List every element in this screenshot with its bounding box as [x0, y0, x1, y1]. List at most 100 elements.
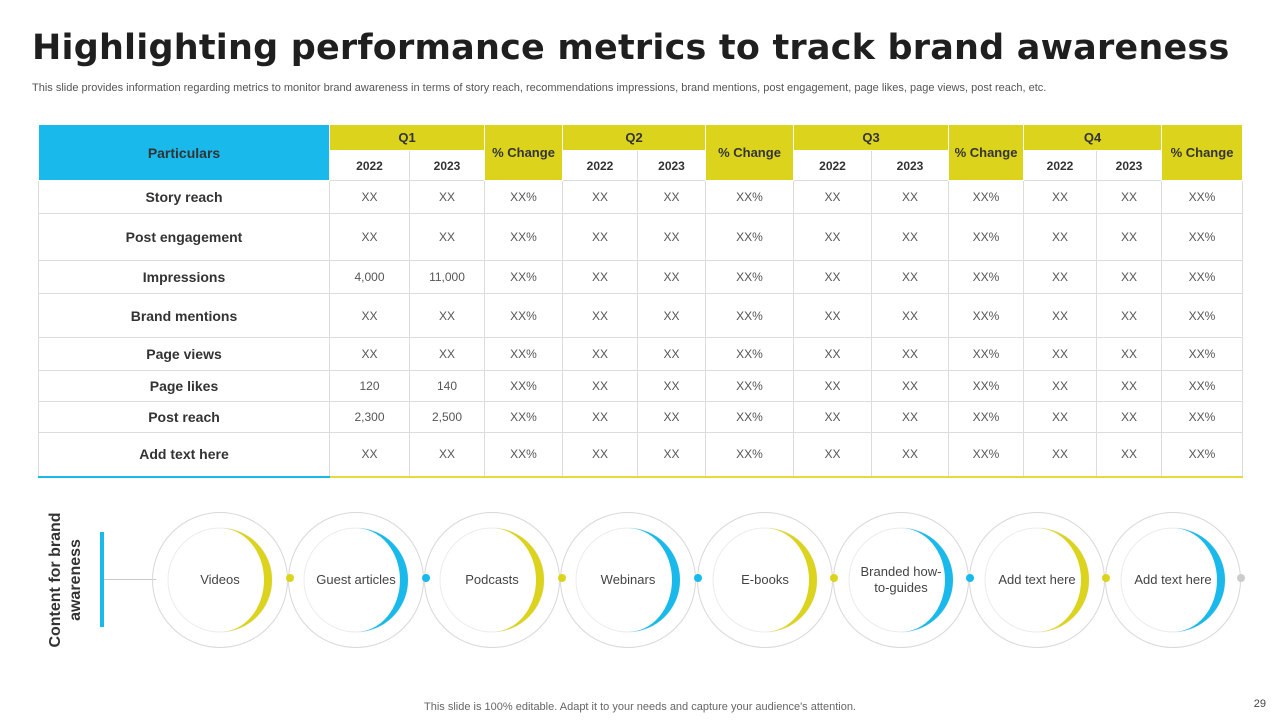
table-cell: XX%	[948, 337, 1024, 371]
content-item-label: Guest articles	[316, 572, 396, 587]
table-cell: XX%	[1161, 432, 1243, 478]
table-cell: XX	[793, 370, 872, 402]
connector-dot	[830, 574, 838, 582]
table-cell: XX	[637, 432, 706, 478]
table-cell: XX	[1096, 370, 1162, 402]
slide-subtitle: This slide provides information regardin…	[32, 82, 1047, 94]
table-cell: XX	[1023, 432, 1097, 478]
crescent-arc	[984, 527, 1090, 633]
table-cell: XX%	[705, 401, 794, 433]
particulars-header: Particulars	[38, 124, 330, 181]
table-cell: XX%	[948, 260, 1024, 294]
table-cell: XX%	[484, 370, 563, 402]
table-cell: XX	[871, 432, 949, 478]
table-cell: XX	[329, 213, 410, 261]
content-item: E-books	[697, 512, 833, 648]
crescent-arc	[1120, 527, 1226, 633]
table-cell: XX%	[705, 337, 794, 371]
table-cell: XX	[871, 180, 949, 214]
table-row: Post reach 2,300 2,500 XX% XX XX XX% XX XX XX% XX X…	[38, 401, 1243, 433]
row-label: Impressions	[38, 260, 330, 294]
change-header: % Change	[1161, 124, 1243, 181]
table-cell: XX	[1096, 401, 1162, 433]
year-header: 2023	[409, 150, 485, 181]
connector-dot	[1237, 574, 1245, 582]
table-cell: XX	[1096, 293, 1162, 338]
year-header: 2022	[562, 150, 638, 181]
connector-line	[104, 579, 156, 580]
crescent-shape	[765, 528, 817, 632]
table-cell: XX	[1023, 370, 1097, 402]
crescent-shape	[1037, 528, 1089, 632]
table-cell: XX	[329, 337, 410, 371]
connector-dot	[286, 574, 294, 582]
table-cell: XX	[329, 180, 410, 214]
table-cell: XX	[409, 213, 485, 261]
table-cell: XX	[637, 180, 706, 214]
table-cell: XX	[1096, 213, 1162, 261]
table-cell: XX%	[1161, 401, 1243, 433]
crescent-arc	[167, 527, 273, 633]
table-cell: XX%	[484, 260, 563, 294]
table-cell: XX	[329, 293, 410, 338]
table-cell: XX	[562, 337, 638, 371]
quarter-header: Q3	[793, 124, 949, 151]
table-cell: XX	[1096, 180, 1162, 214]
table-cell: XX	[871, 213, 949, 261]
table-cell: XX	[1023, 401, 1097, 433]
year-header: 2022	[1023, 150, 1097, 181]
table-cell: XX%	[484, 293, 563, 338]
table-cell: XX%	[1161, 260, 1243, 294]
table-cell: XX%	[484, 213, 563, 261]
table-cell: XX%	[948, 432, 1024, 478]
table-row: Page views XX XX XX% XX XX XX% XX XX XX% XX XX XX%	[38, 337, 1243, 371]
crescent-shape	[628, 528, 680, 632]
row-label: Add text here	[38, 432, 330, 478]
content-item-label: Podcasts	[465, 572, 519, 587]
content-item-label: Videos	[200, 572, 240, 587]
table-cell: XX%	[1161, 293, 1243, 338]
table-cell: XX	[562, 432, 638, 478]
table-cell: XX	[409, 337, 485, 371]
table-row: Story reach XX XX XX% XX XX XX% XX XX XX% XX XX XX%	[38, 180, 1243, 214]
table-row: Brand mentions XX XX XX% XX XX XX% XX XX XX% XX XX X…	[38, 293, 1243, 338]
table-cell: XX	[562, 370, 638, 402]
row-label: Page likes	[38, 370, 330, 402]
table-cell: XX%	[484, 432, 563, 478]
table-cell: XX%	[948, 293, 1024, 338]
table-cell: XX%	[705, 260, 794, 294]
content-item: Add text here	[969, 512, 1105, 648]
table-cell: 4,000	[329, 260, 410, 294]
footer-note: This slide is 100% editable. Adapt it to…	[424, 701, 856, 713]
connector-dot	[966, 574, 974, 582]
table-cell: XX%	[484, 337, 563, 371]
quarter-header: Q4	[1023, 124, 1162, 151]
table-cell: XX	[793, 432, 872, 478]
table-cell: 120	[329, 370, 410, 402]
table-cell: XX	[1096, 432, 1162, 478]
table-cell: XX	[1023, 337, 1097, 371]
table-cell: XX	[1023, 260, 1097, 294]
table-cell: XX%	[705, 293, 794, 338]
table-cell: XX	[1023, 293, 1097, 338]
table-cell: XX	[562, 401, 638, 433]
content-item-label: Webinars	[600, 572, 656, 587]
table-cell: XX	[562, 213, 638, 261]
quarter-header: Q2	[562, 124, 706, 151]
table-cell: XX	[562, 260, 638, 294]
content-item: Branded how-to-guides	[833, 512, 969, 648]
table-cell: XX	[637, 337, 706, 371]
content-item-label: Branded how-to-guides	[860, 564, 942, 595]
crescent-shape	[901, 528, 953, 632]
content-item: Podcasts	[424, 512, 560, 648]
table-cell: XX%	[948, 401, 1024, 433]
crescent-arc	[439, 527, 545, 633]
crescent-shape	[1173, 528, 1225, 632]
year-header: 2022	[793, 150, 872, 181]
change-header: % Change	[705, 124, 794, 181]
crescent-shape	[356, 528, 408, 632]
table-cell: XX	[562, 180, 638, 214]
table-cell: XX%	[1161, 337, 1243, 371]
content-item: Guest articles	[288, 512, 424, 648]
table-cell: XX	[1096, 260, 1162, 294]
